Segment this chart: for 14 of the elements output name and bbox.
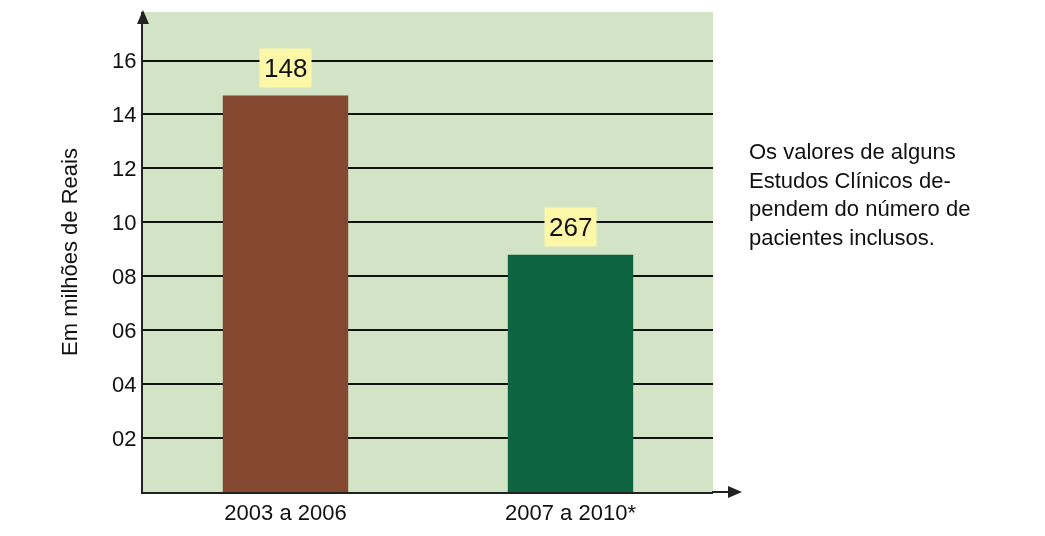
- y-axis-title: Em milhões de Reais: [57, 148, 83, 356]
- annotation: 148: [264, 53, 308, 83]
- y-tick-label: 16: [112, 48, 137, 74]
- text: Os valores de alguns Estudos Clínicos de- pendem do número de pacientes inclusos.: [749, 139, 971, 250]
- y-tick-label: 14: [112, 102, 137, 128]
- x-tick-label: 2003 a 2006: [224, 500, 347, 526]
- annotation: 267: [549, 212, 593, 242]
- y-tick-label: 12: [112, 156, 137, 182]
- x-tick-label: 2007 a 2010*: [505, 500, 637, 526]
- y-tick-label: 10: [112, 210, 137, 236]
- y-tick-label: 04: [112, 371, 137, 397]
- y-tick-label: 08: [112, 263, 137, 289]
- y-tick-label: 06: [112, 317, 137, 343]
- y-tick-label: 02: [112, 425, 137, 451]
